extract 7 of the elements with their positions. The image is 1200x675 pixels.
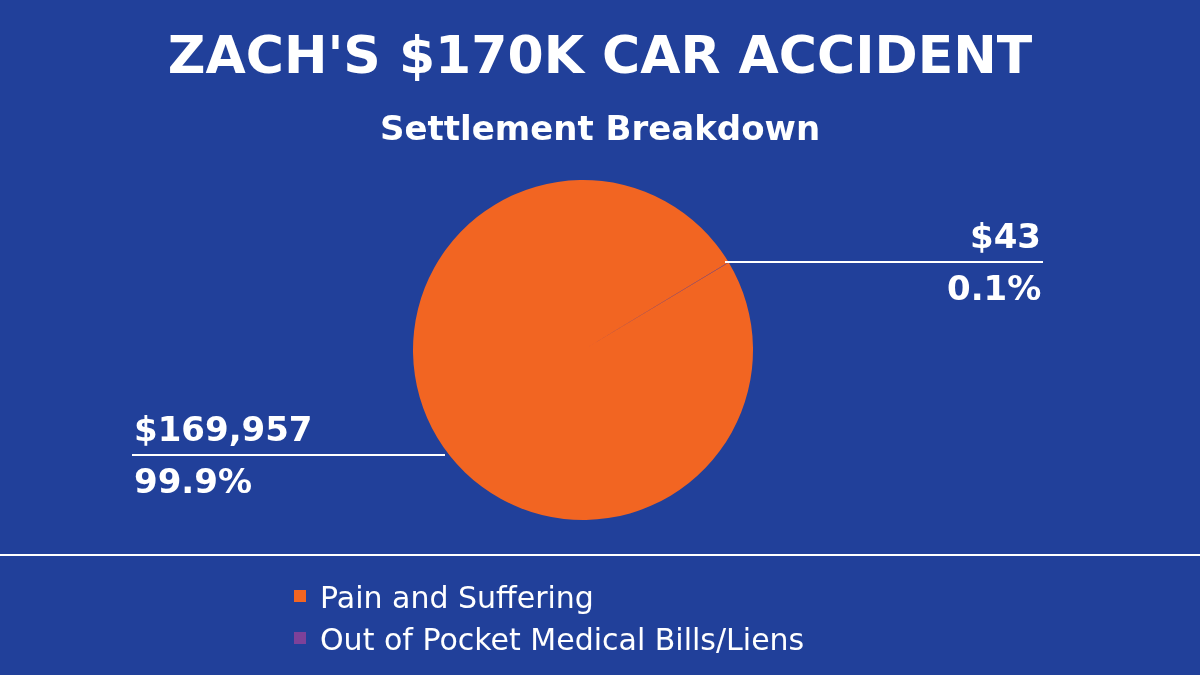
legend-label: Pain and Suffering: [320, 579, 594, 615]
chart-title: ZACH'S $170K CAR ACCIDENT: [167, 25, 1033, 86]
chart-subtitle: Settlement Breakdown: [380, 108, 821, 148]
pie-slice: [413, 180, 753, 520]
legend-label: Out of Pocket Medical Bills/Liens: [320, 621, 805, 657]
data-label: $43 0.1%: [947, 216, 1042, 308]
data-label: $169,957 99.9%: [134, 409, 313, 501]
